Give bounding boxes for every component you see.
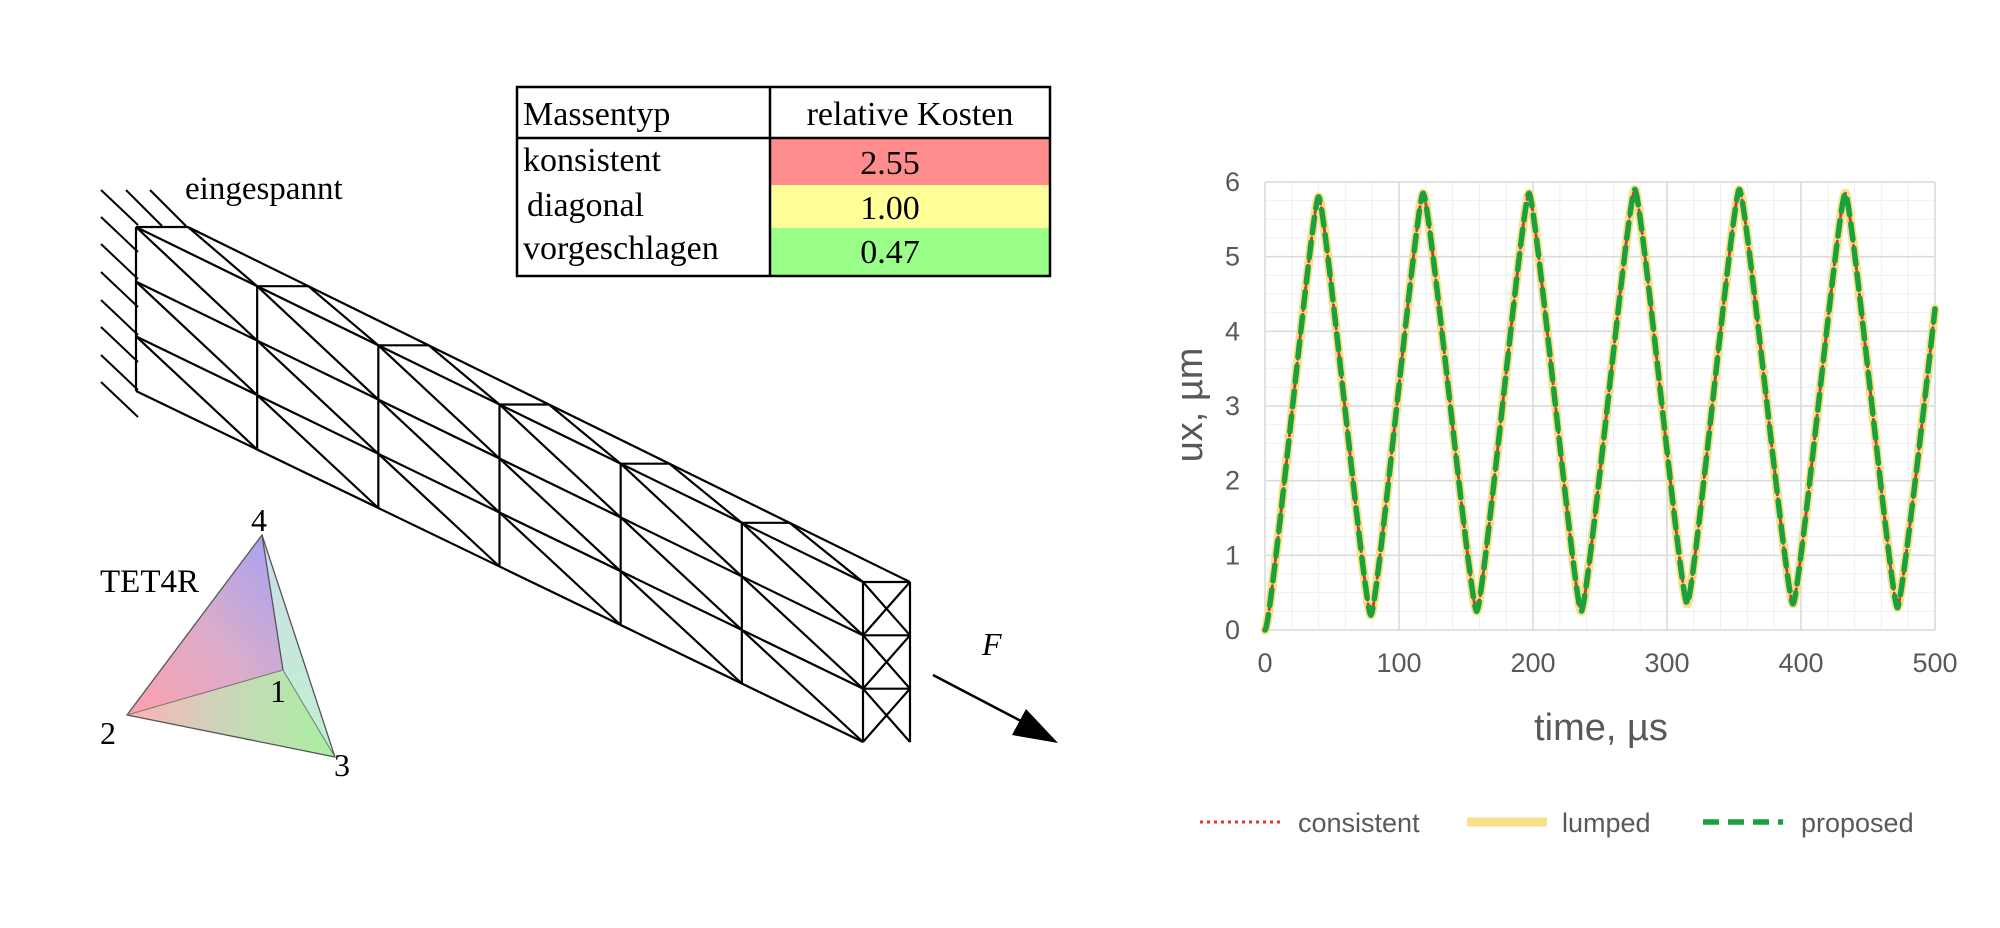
mesh-edge [256, 339, 380, 455]
node-label-3: 3 [334, 747, 350, 783]
mesh-edge [619, 462, 743, 578]
hatch-line [100, 381, 139, 418]
table-row-type-vorgeschlagen: vorgeschlagen [523, 230, 719, 267]
y-axis-label: ux, µm [1169, 348, 1211, 463]
mesh-edge [377, 344, 501, 460]
mesh-edge [741, 575, 864, 690]
y-tick-label: 4 [1225, 316, 1240, 346]
x-tick-label: 300 [1644, 648, 1689, 678]
element-label: TET4R [100, 564, 199, 600]
mesh-edge [135, 335, 258, 451]
hatch-line [100, 216, 139, 253]
force-label: F [981, 626, 1002, 662]
x-tick-label: 0 [1257, 648, 1272, 678]
hatch-line [100, 354, 139, 391]
hatch-line [100, 326, 139, 363]
table-row-type-konsistent: konsistent [523, 142, 661, 179]
x-tick-label: 400 [1778, 648, 1823, 678]
mesh-edge [862, 634, 911, 690]
x-tick-label: 100 [1376, 648, 1421, 678]
table-row-cost-diagonal: 1.00 [860, 190, 920, 227]
cost-cell-vorgeschlagen [770, 228, 1050, 276]
mesh-edge [619, 516, 743, 631]
mesh-edge [427, 344, 501, 406]
hatch-line [100, 271, 139, 308]
y-tick-label: 1 [1225, 540, 1240, 570]
x-tick-label: 200 [1510, 648, 1555, 678]
mesh-edge [548, 403, 622, 465]
chart-grid [1264, 181, 1936, 631]
x-tick-labels: 0 100 200 300 400 500 [1257, 648, 1957, 678]
mesh-edge [498, 457, 622, 573]
table-row-cost-vorgeschlagen: 0.47 [860, 234, 920, 271]
y-tick-label: 3 [1225, 391, 1240, 421]
y-tick-label: 6 [1225, 167, 1240, 197]
displacement-chart: 0 100 200 300 400 500 0 1 2 3 4 5 6 time, µs ux, µm… [1169, 167, 1958, 838]
legend-label-lumped: lumped [1562, 808, 1651, 838]
y-tick-label: 2 [1225, 466, 1240, 496]
mesh-edge [256, 285, 380, 401]
mesh-edge [741, 629, 864, 743]
mesh-edge [377, 452, 501, 568]
x-tick-label: 500 [1912, 648, 1957, 678]
y-tick-label: 0 [1225, 615, 1240, 645]
hatch-line [149, 189, 187, 227]
table-header-type: Massentyp [523, 96, 670, 133]
node-label-2: 2 [100, 715, 116, 751]
cost-table: Massentyp relative Kosten konsistent dia… [515, 85, 1052, 278]
tet4r-element [125, 533, 336, 758]
cost-cell-konsistent [770, 138, 1050, 185]
legend-label-consistent: consistent [1298, 808, 1420, 838]
clamp-hatching [100, 189, 187, 418]
mesh-edge [788, 521, 864, 583]
node-label-1: 1 [270, 673, 286, 709]
mesh-edge [741, 522, 864, 637]
series-line-proposed [1262, 186, 1938, 633]
table-row-type-diagonal: diagonal [527, 187, 644, 224]
mesh-edge [307, 285, 380, 347]
mesh-edge [377, 398, 501, 514]
cost-cell-diagonal [770, 185, 1050, 228]
mesh-edge [187, 226, 258, 288]
mesh-edge [619, 570, 743, 685]
hatch-line [100, 299, 139, 336]
hatch-line [100, 189, 139, 226]
clamp-label: eingespannt [185, 171, 343, 207]
mesh-edge [256, 394, 380, 509]
mesh-edge [862, 687, 911, 743]
chart-series [1260, 184, 1940, 635]
table-header-cost: relative Kosten [807, 96, 1014, 133]
force-arrow [932, 673, 1058, 743]
table-row-cost-konsistent: 2.55 [860, 145, 920, 182]
mesh-edge [135, 280, 258, 396]
node-label-4: 4 [251, 502, 267, 538]
mesh-edge [498, 403, 622, 519]
mesh-edge [862, 581, 911, 637]
chart-legend: consistent lumped proposed [1200, 808, 1914, 838]
hatch-line [100, 243, 139, 280]
mesh-edge [498, 511, 622, 626]
beam-mesh [134, 225, 912, 743]
x-axis-label: time, µs [1534, 707, 1668, 749]
legend-label-proposed: proposed [1801, 808, 1914, 838]
mesh-edge [135, 226, 258, 342]
hatch-line [125, 189, 163, 227]
y-tick-label: 5 [1225, 242, 1240, 272]
mesh-edge [668, 462, 743, 524]
y-tick-labels: 0 1 2 3 4 5 6 [1225, 167, 1240, 645]
